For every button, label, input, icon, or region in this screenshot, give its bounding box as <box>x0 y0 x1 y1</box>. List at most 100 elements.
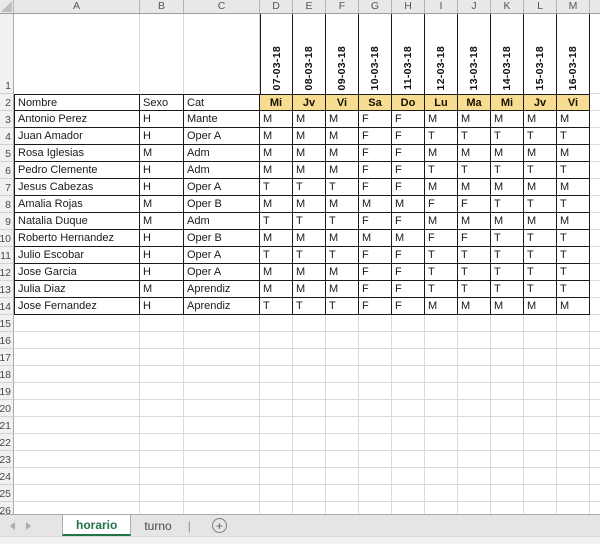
row-header-22[interactable]: 22 <box>0 434 14 451</box>
cell-value[interactable]: T <box>326 213 359 230</box>
cell-sexo[interactable]: M <box>140 281 184 298</box>
cell[interactable] <box>359 315 392 332</box>
cell-value[interactable]: T <box>557 264 590 281</box>
cell[interactable] <box>14 434 140 451</box>
cell[interactable] <box>184 485 260 502</box>
cell-value[interactable]: F <box>458 230 491 247</box>
column-header-b[interactable]: B <box>140 0 184 13</box>
cell[interactable] <box>359 383 392 400</box>
row-header-25[interactable]: 25 <box>0 485 14 502</box>
cell[interactable] <box>557 349 590 366</box>
cell-value[interactable]: F <box>359 298 392 315</box>
cell[interactable] <box>425 349 458 366</box>
cell[interactable] <box>491 502 524 514</box>
cell-sexo[interactable]: H <box>140 179 184 196</box>
cell[interactable] <box>524 349 557 366</box>
cell[interactable] <box>14 349 140 366</box>
cell-nombre[interactable]: Julio Escobar <box>14 247 140 264</box>
cell-value[interactable]: M <box>425 111 458 128</box>
cell-value[interactable]: T <box>293 298 326 315</box>
cell-value[interactable]: M <box>524 111 557 128</box>
cell[interactable] <box>14 383 140 400</box>
cell[interactable] <box>359 468 392 485</box>
cell-day[interactable]: Do <box>392 94 425 111</box>
cell[interactable] <box>557 468 590 485</box>
cell[interactable] <box>140 451 184 468</box>
cell-value[interactable]: F <box>392 179 425 196</box>
row-header-24[interactable]: 24 <box>0 468 14 485</box>
cell[interactable] <box>140 434 184 451</box>
cell[interactable] <box>184 332 260 349</box>
cell[interactable] <box>293 349 326 366</box>
cell-value[interactable]: M <box>293 230 326 247</box>
cell[interactable] <box>140 502 184 514</box>
cell-value[interactable]: M <box>260 281 293 298</box>
cell-nombre[interactable]: Antonio Perez <box>14 111 140 128</box>
cell-sexo[interactable]: H <box>140 230 184 247</box>
row-header-8[interactable]: 8 <box>0 196 14 213</box>
cell[interactable] <box>184 400 260 417</box>
cell[interactable] <box>326 417 359 434</box>
cell[interactable] <box>140 468 184 485</box>
cell-value[interactable]: M <box>524 298 557 315</box>
cell[interactable] <box>557 366 590 383</box>
cell-cat[interactable]: Oper B <box>184 196 260 213</box>
select-all-corner[interactable] <box>0 0 14 13</box>
cell[interactable] <box>524 400 557 417</box>
cell-nombre[interactable]: Juan Amador <box>14 128 140 145</box>
cell-value[interactable]: M <box>293 264 326 281</box>
cell-value[interactable]: M <box>557 145 590 162</box>
cell[interactable] <box>184 451 260 468</box>
cell[interactable] <box>425 468 458 485</box>
cell-nombre[interactable]: Roberto Hernandez <box>14 230 140 247</box>
cell-value[interactable]: M <box>557 179 590 196</box>
cell[interactable] <box>491 349 524 366</box>
cell-value[interactable]: M <box>425 298 458 315</box>
row-header-15[interactable]: 15 <box>0 315 14 332</box>
cell-value[interactable]: F <box>392 111 425 128</box>
cell-value[interactable]: T <box>458 128 491 145</box>
column-header-e[interactable]: E <box>293 0 326 13</box>
cell[interactable] <box>491 417 524 434</box>
cell[interactable] <box>557 434 590 451</box>
column-header-h[interactable]: H <box>392 0 425 13</box>
cell-cat[interactable]: Aprendiz <box>184 298 260 315</box>
cell-nombre[interactable]: Amalia Rojas <box>14 196 140 213</box>
cell-date[interactable]: 16-03-18 <box>557 14 590 94</box>
cell-value[interactable]: M <box>491 213 524 230</box>
cell-nombre[interactable]: Pedro Clemente <box>14 162 140 179</box>
column-header-m[interactable]: M <box>557 0 590 13</box>
cell[interactable] <box>326 400 359 417</box>
cell-value[interactable]: M <box>260 230 293 247</box>
cell[interactable] <box>184 383 260 400</box>
cell[interactable] <box>14 366 140 383</box>
cell[interactable] <box>491 485 524 502</box>
cell-value[interactable]: T <box>458 247 491 264</box>
cell-value[interactable]: T <box>557 196 590 213</box>
cell[interactable] <box>260 468 293 485</box>
cell-value[interactable]: F <box>425 196 458 213</box>
cell-nombre[interactable]: Rosa Iglesias <box>14 145 140 162</box>
cell[interactable] <box>326 485 359 502</box>
cell-date[interactable]: 12-03-18 <box>425 14 458 94</box>
cell-value[interactable]: M <box>293 128 326 145</box>
cell-value[interactable]: M <box>392 230 425 247</box>
cell-value[interactable]: T <box>524 128 557 145</box>
cell[interactable] <box>293 451 326 468</box>
cell[interactable] <box>359 434 392 451</box>
cell[interactable] <box>260 434 293 451</box>
cell-value[interactable]: M <box>458 111 491 128</box>
cell[interactable] <box>425 451 458 468</box>
cell-header-cat[interactable]: Cat <box>184 94 260 111</box>
cell-value[interactable]: T <box>491 264 524 281</box>
cell[interactable] <box>14 468 140 485</box>
cell-value[interactable]: F <box>359 179 392 196</box>
cell-sexo[interactable]: H <box>140 162 184 179</box>
cell-value[interactable]: T <box>524 196 557 213</box>
cell-value[interactable]: M <box>293 281 326 298</box>
cell[interactable] <box>524 485 557 502</box>
column-header-a[interactable]: A <box>14 0 140 13</box>
cell-value[interactable]: M <box>293 162 326 179</box>
cell[interactable] <box>557 332 590 349</box>
cell[interactable] <box>392 366 425 383</box>
